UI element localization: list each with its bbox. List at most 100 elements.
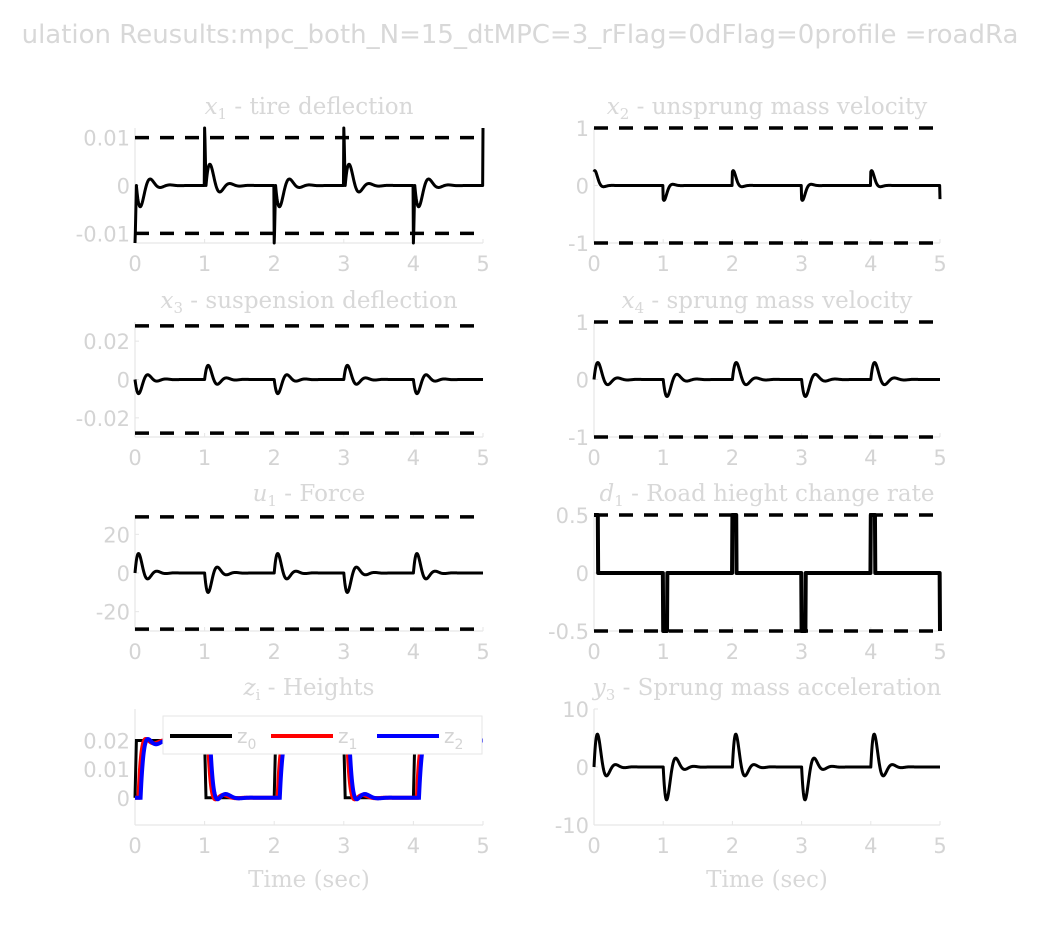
x-tick-label: 4 (407, 252, 420, 276)
title-text: - Road hieght change rate (624, 481, 935, 507)
x-tick-label: 2 (726, 834, 739, 858)
x-tick-label: 4 (407, 446, 420, 470)
x-tick-label: 1 (198, 640, 211, 664)
y-tick-label: 0 (576, 562, 589, 586)
x-tick-label: 1 (198, 446, 211, 470)
title-text: - Sprung mass acceleration (615, 675, 941, 701)
y-tick-label: 0.02 (83, 730, 130, 754)
title-subscript: 4 (635, 299, 645, 317)
x-tick-label: 2 (268, 446, 281, 470)
title-variable: x (607, 94, 620, 120)
title-subscript: i (256, 686, 261, 704)
legend-sub: 1 (349, 737, 358, 753)
x-tick-label: 1 (198, 834, 211, 858)
y-tick-label: -0.5 (548, 620, 589, 644)
x-tick-label: 2 (268, 252, 281, 276)
x-tick-label: 4 (864, 446, 877, 470)
legend-entry: z0 (237, 724, 256, 753)
x-tick-label: 5 (476, 252, 489, 276)
title-subscript: 2 (620, 105, 630, 123)
y-tick-label: 0 (576, 369, 589, 393)
x-tick-label: 5 (933, 640, 946, 664)
y-tick-label: 0.02 (83, 330, 130, 354)
signal-line (133, 363, 485, 396)
y-tick-label: 0 (117, 369, 130, 393)
figure-title-text: ulation Reusults:mpc_both_N=15_dtMPC=3_r… (21, 20, 1019, 50)
subplot-title: u1 - Force (253, 481, 366, 510)
title-subscript: 3 (173, 299, 183, 317)
signal-line (592, 732, 942, 802)
legend-name: z (444, 724, 455, 748)
x-tick-label: 0 (587, 640, 600, 664)
subplot-title: x2 - unsprung mass velocity (607, 94, 927, 123)
title-text: - Force (277, 481, 365, 507)
x-tick-label: 0 (128, 446, 141, 470)
x-tick-label: 3 (337, 640, 350, 664)
x-tick-label: 2 (726, 446, 739, 470)
title-subscript: 3 (606, 686, 616, 704)
y-tick-label: 0 (576, 175, 589, 199)
title-subscript: 1 (614, 492, 624, 510)
x-tick-label: 5 (933, 834, 946, 858)
legend-sub: 0 (248, 737, 257, 753)
signal-line (133, 126, 485, 245)
title-text: - tire deflection (227, 94, 414, 120)
y-tick-label: -1 (568, 232, 589, 256)
title-text: - Heights (260, 675, 374, 701)
y-tick-label: 0.5 (556, 504, 589, 528)
x-tick-label: 5 (933, 446, 946, 470)
signal-line (592, 513, 942, 633)
x-tick-label: 0 (128, 252, 141, 276)
subplot-title: x3 - suspension deflection (160, 288, 457, 317)
x-tick-label: 3 (795, 834, 808, 858)
x-tick-label: 5 (476, 640, 489, 664)
y-tick-label: 0 (117, 175, 130, 199)
y-tick-label: 0 (117, 787, 130, 811)
x-tick-label: 0 (587, 834, 600, 858)
legend-name: z (237, 724, 248, 748)
y-tick-label: 0.01 (83, 758, 130, 782)
title-text: - suspension deflection (183, 288, 458, 314)
x-tick-label: 0 (587, 446, 600, 470)
y-tick-label: 0 (117, 562, 130, 586)
title-subscript: 1 (218, 105, 228, 123)
y-tick-label: -1 (568, 426, 589, 450)
legend: z0 z1 z2 (162, 715, 483, 755)
x-tick-label: 5 (476, 446, 489, 470)
x-tick-label: 2 (268, 640, 281, 664)
title-variable: y (592, 675, 607, 701)
x-tick-label: 1 (657, 834, 670, 858)
x-tick-label: 0 (128, 640, 141, 664)
legend-entry: z1 (338, 724, 357, 753)
subplot-title: zi - Heights (243, 675, 375, 704)
legend-entry: z2 (444, 724, 463, 753)
x-tick-label: 3 (337, 252, 350, 276)
signal-line (592, 169, 942, 202)
x-tick-label: 4 (864, 834, 877, 858)
y-tick-label: 20 (103, 523, 130, 547)
x-tick-label: 0 (587, 252, 600, 276)
title-variable: x (160, 288, 173, 314)
x-tick-label: 3 (795, 446, 808, 470)
title-text: - unsprung mass velocity (629, 94, 927, 120)
subplot-3: x3 - suspension deflection 0 1 2 3 4 5 -0.02 0 0.… (76, 288, 490, 470)
x-tick-label: 5 (933, 252, 946, 276)
x-tick-label: 3 (795, 640, 808, 664)
x-tick-label: 1 (657, 446, 670, 470)
x-axis-label: Time (sec) (248, 867, 370, 893)
y-tick-label: 1 (576, 117, 589, 141)
subplot-title: x1 - tire deflection (205, 94, 414, 123)
x-tick-label: 1 (657, 640, 670, 664)
x-tick-label: 3 (795, 252, 808, 276)
legend-name: z (338, 724, 349, 748)
y-tick-label: -10 (555, 814, 589, 838)
title-subscript: 1 (267, 492, 277, 510)
y-tick-label: -0.02 (76, 407, 130, 431)
subplot-title: x4 - sprung mass velocity (622, 288, 913, 317)
